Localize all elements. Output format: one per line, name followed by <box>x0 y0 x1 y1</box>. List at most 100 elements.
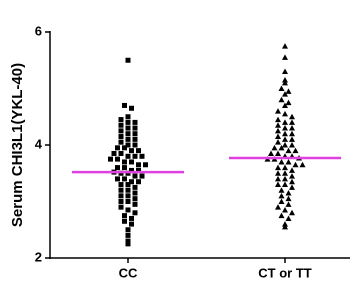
point <box>289 167 295 173</box>
point <box>289 142 295 148</box>
point <box>125 57 131 63</box>
point <box>132 131 138 137</box>
point <box>275 170 281 176</box>
point <box>118 199 124 204</box>
point <box>129 148 134 154</box>
point <box>282 79 288 86</box>
point <box>129 105 134 111</box>
point <box>275 108 281 114</box>
point <box>125 114 131 120</box>
point <box>271 144 278 151</box>
x-tick-label: CT or TT <box>258 265 311 280</box>
point <box>115 165 120 171</box>
point <box>129 215 134 221</box>
point <box>282 68 288 75</box>
point <box>282 102 288 108</box>
point <box>125 193 131 199</box>
point <box>285 195 292 202</box>
point <box>289 173 295 179</box>
point <box>299 161 306 168</box>
point <box>285 88 292 94</box>
point <box>285 201 292 207</box>
point <box>278 212 285 219</box>
point <box>125 232 131 238</box>
point <box>132 125 138 131</box>
point <box>125 153 131 159</box>
point <box>282 54 288 60</box>
point <box>278 187 285 193</box>
point <box>132 184 138 190</box>
y-axis-label: Serum CHI3L1(YKL-40) <box>9 63 26 227</box>
point <box>122 213 127 219</box>
point <box>282 142 288 148</box>
point <box>118 193 124 199</box>
point <box>132 142 138 148</box>
point <box>278 144 285 151</box>
point <box>129 179 134 185</box>
point <box>282 130 288 137</box>
point <box>139 173 145 179</box>
point <box>111 150 117 156</box>
point <box>125 119 131 125</box>
point <box>122 176 127 182</box>
point <box>108 156 113 162</box>
point <box>118 128 124 134</box>
point <box>289 184 295 190</box>
point <box>292 161 299 168</box>
point <box>118 117 124 123</box>
point <box>285 190 292 196</box>
point <box>122 102 127 108</box>
point <box>275 204 281 210</box>
point <box>282 181 288 188</box>
point <box>275 181 281 188</box>
point <box>122 165 127 171</box>
point <box>125 136 131 142</box>
point <box>282 91 288 97</box>
point <box>125 131 131 137</box>
point <box>125 142 131 148</box>
point <box>122 218 127 224</box>
point <box>129 221 134 227</box>
point <box>118 122 124 128</box>
point <box>118 182 124 188</box>
point <box>282 170 288 176</box>
point <box>136 148 141 154</box>
point <box>282 110 288 117</box>
point <box>285 215 292 221</box>
point <box>129 167 134 173</box>
point <box>289 209 295 216</box>
point <box>118 134 124 140</box>
point <box>132 136 138 142</box>
point <box>125 238 131 244</box>
point <box>278 192 285 199</box>
point <box>268 150 274 156</box>
point <box>125 241 131 247</box>
point <box>132 190 138 196</box>
x-tick-label: CC <box>119 265 138 280</box>
y-tick-label: 4 <box>35 136 43 151</box>
point <box>115 145 120 151</box>
point <box>136 167 141 173</box>
point <box>278 96 285 103</box>
point <box>275 164 281 171</box>
point <box>282 221 288 227</box>
point <box>275 116 281 123</box>
point <box>125 182 131 188</box>
point <box>115 176 120 182</box>
point <box>289 113 295 120</box>
point <box>292 147 299 154</box>
point <box>125 187 131 193</box>
point <box>122 145 127 151</box>
point <box>289 130 295 137</box>
y-tick-label: 6 <box>35 23 42 38</box>
point <box>125 207 131 213</box>
point <box>275 175 281 182</box>
y-tick-label: 2 <box>35 249 42 264</box>
point <box>122 159 127 165</box>
point <box>132 173 138 179</box>
point <box>282 223 288 230</box>
point <box>282 206 288 213</box>
point <box>282 136 288 142</box>
point <box>285 147 292 154</box>
